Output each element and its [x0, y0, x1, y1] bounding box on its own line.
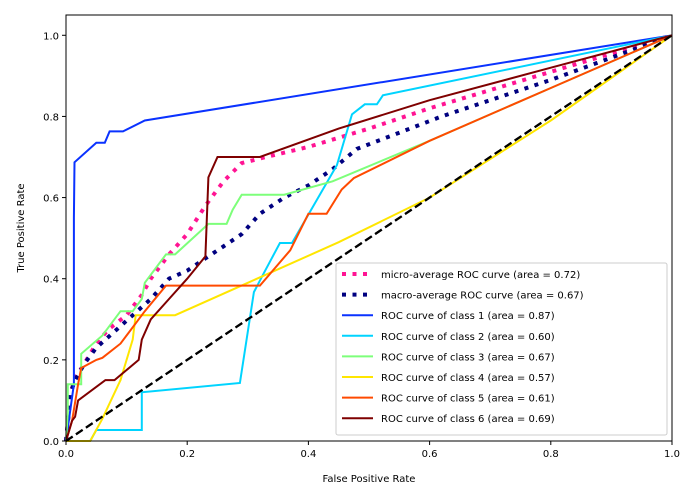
x-axis-label: False Positive Rate [323, 474, 416, 485]
x-tick-label: 0.4 [300, 449, 316, 460]
legend-label: ROC curve of class 1 (area = 0.87) [381, 311, 555, 322]
chance-diagonal-overlay [65, 34, 673, 442]
legend-label: ROC curve of class 4 (area = 0.57) [381, 373, 555, 384]
series-line-7 [65, 34, 673, 442]
x-tick-label: 0.2 [179, 449, 195, 460]
legend-label: micro-average ROC curve (area = 0.72) [381, 270, 580, 281]
y-tick-label: 0.4 [43, 275, 59, 286]
legend-box [335, 262, 668, 436]
series-line-3 [66, 34, 673, 442]
x-axis-ticks: 0.0 0.2 0.4 0.6 0.8 1.0 [58, 441, 680, 460]
y-tick-label: 0.2 [43, 356, 59, 367]
plot-lines [64, 33, 673, 442]
y-tick-label: 0.0 [43, 437, 59, 448]
series-line-4 [65, 34, 673, 442]
legend-label: ROC curve of class 2 (area = 0.60) [381, 332, 555, 343]
series-line-6 [65, 34, 673, 442]
y-tick-label: 0.6 [43, 194, 59, 205]
legend-label: ROC curve of class 6 (area = 0.69) [381, 414, 555, 425]
y-tick-label: 0.8 [43, 112, 59, 123]
x-tick-label: 0.8 [543, 449, 559, 460]
legend-label: ROC curve of class 5 (area = 0.61) [381, 394, 555, 405]
axes-frame [65, 14, 673, 442]
y-axis-label: True Positive Rate [16, 183, 27, 273]
legend: micro-average ROC curve (area = 0.72) mac… [335, 262, 668, 436]
y-axis-ticks: 0.0 0.2 0.4 0.6 0.8 1.0 [43, 31, 66, 448]
series-line-1 [64, 33, 673, 442]
legend-label: ROC curve of class 3 (area = 0.67) [381, 352, 555, 363]
x-tick-label: 0.6 [422, 449, 438, 460]
y-tick-label: 1.0 [43, 31, 59, 42]
series-line-2 [65, 34, 673, 442]
x-tick-label: 0.0 [58, 449, 74, 460]
x-tick-label: 1.0 [664, 449, 680, 460]
legend-label: macro-average ROC curve (area = 0.67) [381, 291, 584, 302]
